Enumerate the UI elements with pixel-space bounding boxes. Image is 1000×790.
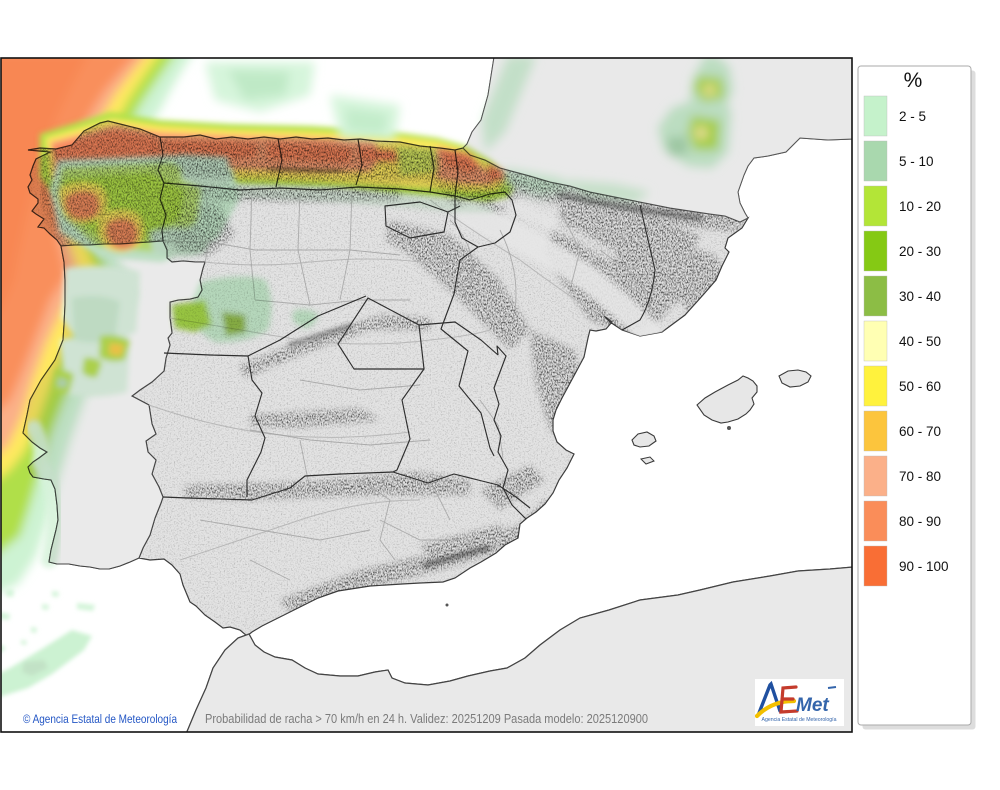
svg-text:70 - 80: 70 - 80 (899, 469, 941, 484)
svg-text:30 - 40: 30 - 40 (899, 289, 941, 304)
svg-text:Agencia Estatal de Meteorologí: Agencia Estatal de Meteorología (762, 717, 837, 723)
svg-text:90 - 100: 90 - 100 (899, 559, 949, 574)
svg-text:%: % (904, 69, 923, 92)
svg-text:Probabilidad de racha > 70 km/: Probabilidad de racha > 70 km/h en 24 h.… (205, 711, 648, 726)
svg-text:5 - 10: 5 - 10 (899, 154, 934, 169)
svg-text:© Agencia Estatal de Meteorolo: © Agencia Estatal de Meteorología (23, 712, 177, 726)
svg-text:40 - 50: 40 - 50 (899, 334, 941, 349)
svg-text:60 - 70: 60 - 70 (899, 424, 941, 439)
svg-text:Met: Met (796, 695, 829, 716)
svg-text:80 - 90: 80 - 90 (899, 514, 941, 529)
svg-text:10 - 20: 10 - 20 (899, 199, 941, 214)
svg-text:20 - 30: 20 - 30 (899, 244, 941, 259)
svg-text:2 - 5: 2 - 5 (899, 109, 926, 124)
svg-text:50 - 60: 50 - 60 (899, 379, 941, 394)
